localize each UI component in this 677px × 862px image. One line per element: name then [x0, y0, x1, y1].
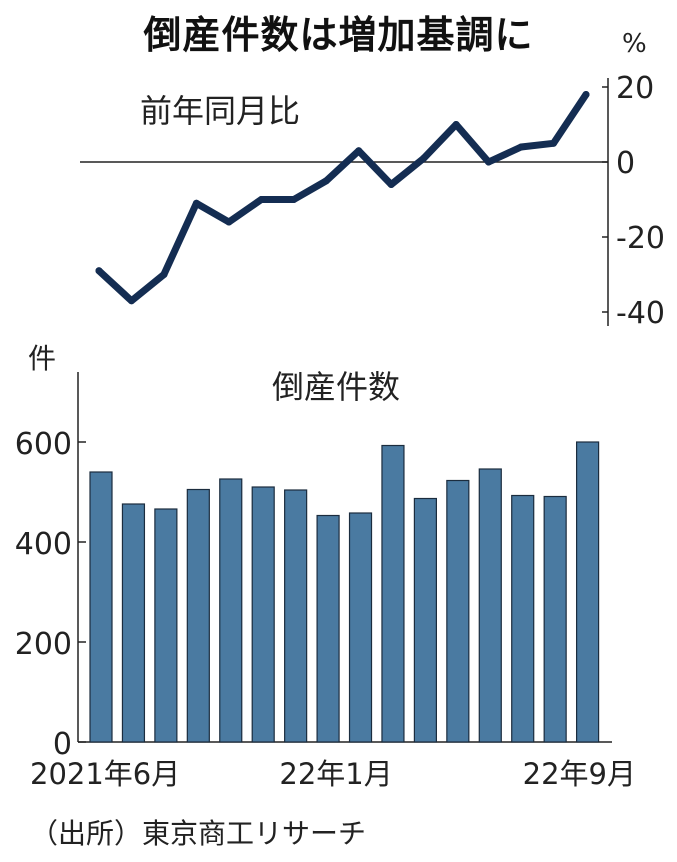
bar [154, 508, 178, 743]
bar [575, 441, 600, 743]
bar [186, 488, 210, 743]
line-y-tick-label: 0 [616, 146, 635, 181]
bar [121, 503, 146, 743]
line-y-tick-label: 20 [616, 71, 654, 106]
source-note: （出所）東京商工リサーチ [30, 817, 366, 850]
bar [446, 479, 470, 743]
bar [284, 489, 308, 743]
line-point [322, 177, 330, 185]
bar-y-tick-label: 400 [15, 527, 72, 562]
line-point [95, 267, 103, 275]
bar [348, 512, 373, 743]
bar [413, 497, 437, 743]
line-point [485, 158, 493, 166]
bar [251, 486, 275, 743]
bar-x-tick-label: 22年9月 [523, 757, 636, 791]
bar [381, 444, 405, 743]
bar [89, 471, 113, 743]
bar [219, 478, 243, 743]
line-point [387, 181, 395, 188]
bar-y-tick-label: 200 [15, 627, 72, 662]
bar-chart-title: 倒産件数 [272, 368, 400, 406]
chart-title: 倒産件数は増加基調に [143, 13, 534, 57]
bar [543, 495, 567, 743]
bar-x-tick-label: 2021年6月 [30, 757, 180, 791]
bar [478, 468, 502, 743]
line-chart: 20 0 -20 -40% 前年同月比 [80, 29, 665, 331]
line-point [550, 139, 558, 147]
bar-y-tick-label: 0 [53, 727, 72, 762]
line-point [160, 271, 168, 278]
line-point [127, 297, 135, 305]
line-point [420, 154, 428, 162]
line-point [290, 196, 298, 203]
bar [511, 494, 535, 743]
line-y-tick-label: -40 [616, 296, 665, 331]
bar-y-tick-label: 600 [15, 427, 72, 462]
line-point [452, 121, 460, 128]
bar [316, 514, 340, 743]
line-y-tick-label: -20 [616, 221, 665, 256]
line-chart-title: 前年同月比 [140, 92, 300, 130]
line-point [225, 218, 233, 226]
line-y-unit: % [622, 29, 647, 59]
line-point [517, 143, 525, 151]
line-point [582, 91, 590, 98]
line-point [192, 199, 200, 207]
bar-y-unit: 件 [28, 342, 56, 375]
bar-x-tick-label: 22年1月 [279, 757, 392, 791]
line-series-yoy [95, 91, 590, 305]
line-point [355, 147, 363, 155]
line-point [257, 196, 265, 203]
